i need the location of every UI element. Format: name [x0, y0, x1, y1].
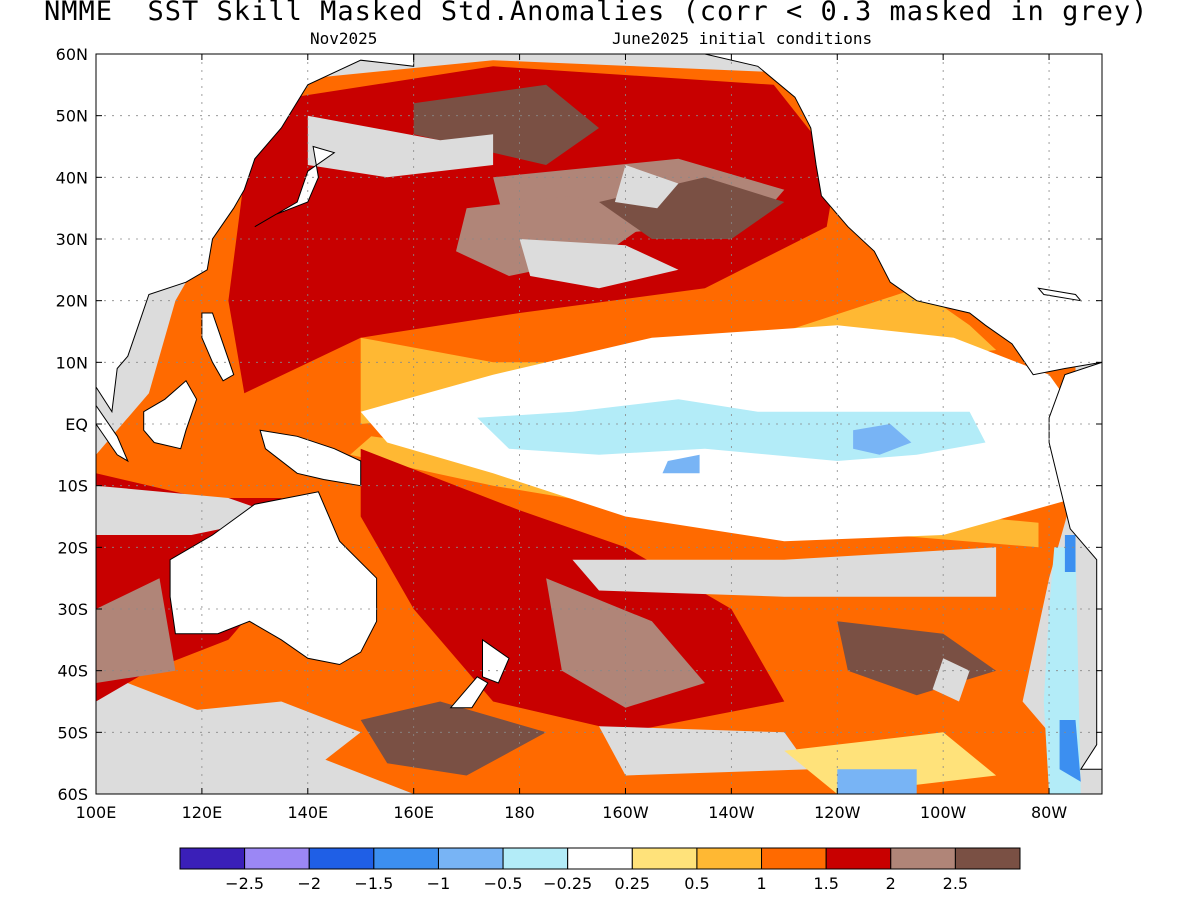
y-tick-label: 60S	[57, 785, 88, 804]
x-tick-label: 140W	[708, 803, 755, 822]
x-tick-label: 100E	[76, 803, 117, 822]
south-america-land	[1048, 361, 1102, 770]
y-tick-label: 30N	[56, 230, 88, 249]
land-masses	[96, 54, 1102, 770]
np-grey-3	[519, 239, 679, 289]
colorbar-label: 2	[886, 874, 896, 893]
chart-title: NMME SST Skill Masked Std.Anomalies (cor…	[44, 0, 1149, 27]
y-tick-label: EQ	[65, 415, 88, 434]
chile-blue	[1059, 720, 1081, 782]
colorbar-bin	[373, 847, 439, 870]
cold-core-2	[662, 454, 700, 474]
y-tick-label: 30S	[57, 600, 88, 619]
indian-brown	[96, 578, 176, 683]
sp-blue-south	[837, 769, 917, 794]
colorbar-label: −2	[297, 874, 321, 893]
sumatra-land	[96, 404, 129, 463]
np-brown-3	[456, 195, 652, 276]
sp-grey-band	[572, 547, 997, 597]
sp-yellow-south	[784, 732, 997, 794]
y-tick-label: 60N	[56, 45, 88, 64]
np-grey-2	[614, 165, 679, 209]
np-grey-1	[307, 115, 494, 178]
peru-blue	[1064, 535, 1076, 572]
colorbar-label: −1	[427, 874, 451, 893]
sp-brown-3	[360, 701, 547, 776]
colorbar-bin	[179, 847, 246, 870]
y-tick-label: 20S	[57, 538, 88, 557]
y-tick-label: 50N	[56, 107, 88, 126]
initial-conditions-label: June2025 initial conditions	[612, 29, 873, 48]
y-tick-label: 20N	[56, 292, 88, 311]
x-tick-label: 120E	[182, 803, 223, 822]
colorbar-label: −2.5	[225, 874, 264, 893]
colorbar-bin	[631, 847, 698, 870]
colorbar-bin	[308, 847, 375, 870]
colorbar-bin	[244, 847, 310, 870]
x-tick-label: 100W	[920, 803, 967, 822]
y-tick-label: 10S	[57, 477, 88, 496]
colorbar-label: 1.5	[813, 874, 838, 893]
colorbar-bin	[567, 847, 633, 870]
colorbar-label: 0.25	[614, 874, 650, 893]
x-tick-label: 160E	[393, 803, 434, 822]
colorbar-bin	[825, 847, 892, 870]
colorbar-label: 2.5	[943, 874, 968, 893]
y-tick-label: 40S	[57, 662, 88, 681]
japan-land	[254, 145, 336, 228]
colorbar-bin	[761, 847, 827, 870]
southern-grey	[96, 701, 361, 794]
borneo-land	[143, 380, 198, 450]
nz-north-island	[482, 638, 510, 684]
cold-core-1	[853, 424, 912, 455]
sp-grey-3	[599, 726, 811, 776]
y-tick-label: 40N	[56, 168, 88, 187]
philippines-land	[201, 312, 235, 382]
x-tick-label: 140E	[287, 803, 328, 822]
axis-ticks: 100E 120E 140E 160E 180 160W 140W 120W 100W 80W 60…	[56, 45, 1102, 822]
x-tick-label: 160W	[602, 803, 649, 822]
north-america-land	[641, 54, 1102, 376]
colorbar-label: −0.25	[543, 874, 592, 893]
asia-land	[96, 54, 415, 414]
colorbar-bin	[502, 847, 569, 870]
x-tick-label: 180	[504, 803, 535, 822]
colorbar-bin	[437, 847, 504, 870]
nz-south-island	[449, 676, 489, 709]
x-tick-label: 80W	[1031, 803, 1067, 822]
colorbar-bin	[890, 847, 956, 870]
sp-brown-1	[546, 578, 705, 708]
sp-grey-2	[932, 658, 970, 702]
y-tick-label: 10N	[56, 353, 88, 372]
colorbar-label: −0.5	[484, 874, 523, 893]
forecast-month-label: Nov2025	[310, 29, 378, 48]
colorbar-label: −1.5	[354, 874, 393, 893]
colorbar-label: 0.5	[684, 874, 709, 893]
colorbar-bin	[696, 847, 763, 870]
australia-land	[169, 491, 378, 666]
colorbar-label: 1	[756, 874, 766, 893]
colorbar: −2.5 −2 −1.5 −1 −0.5 −0.25 0.25 0.5 1 1.5 2 2.5	[179, 847, 1021, 893]
x-tick-label: 120W	[814, 803, 861, 822]
y-tick-label: 50S	[57, 723, 88, 742]
grid-lines	[96, 54, 1102, 794]
colorbar-bin	[954, 847, 1021, 870]
